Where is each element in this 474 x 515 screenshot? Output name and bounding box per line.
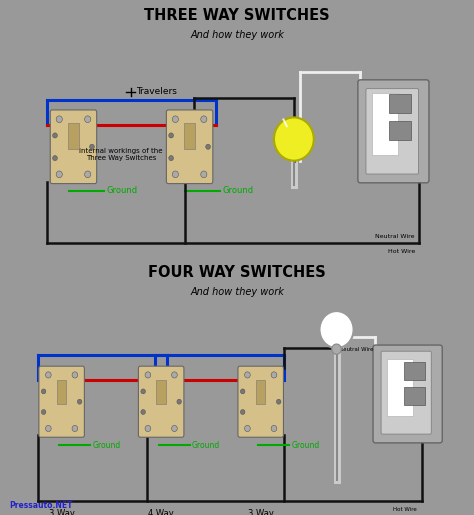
Circle shape xyxy=(56,171,63,178)
Bar xyxy=(57,380,66,404)
Text: 3 Way: 3 Way xyxy=(248,509,273,515)
FancyBboxPatch shape xyxy=(50,110,97,184)
FancyBboxPatch shape xyxy=(138,366,184,437)
Text: Ground: Ground xyxy=(223,186,254,195)
Circle shape xyxy=(72,425,78,432)
Circle shape xyxy=(41,409,46,415)
Circle shape xyxy=(84,171,91,178)
FancyBboxPatch shape xyxy=(238,366,283,437)
Text: And how they work: And how they work xyxy=(190,30,284,40)
Bar xyxy=(372,93,398,154)
Text: 3 Way: 3 Way xyxy=(49,509,74,515)
Bar xyxy=(156,380,166,404)
Circle shape xyxy=(72,372,78,378)
Circle shape xyxy=(56,116,63,123)
Text: Ground: Ground xyxy=(107,186,138,195)
Circle shape xyxy=(90,144,94,149)
Circle shape xyxy=(240,409,245,415)
Text: And how they work: And how they work xyxy=(190,287,284,297)
Circle shape xyxy=(201,116,207,123)
Circle shape xyxy=(141,409,146,415)
Bar xyxy=(68,123,79,149)
FancyBboxPatch shape xyxy=(166,110,213,184)
Bar xyxy=(389,94,411,113)
Circle shape xyxy=(46,425,51,432)
Circle shape xyxy=(169,156,173,161)
Circle shape xyxy=(145,425,151,432)
FancyBboxPatch shape xyxy=(358,80,429,183)
Circle shape xyxy=(245,372,250,378)
Circle shape xyxy=(145,372,151,378)
Bar xyxy=(389,121,411,140)
Text: Neutral Wire: Neutral Wire xyxy=(338,347,373,352)
Text: Travelers: Travelers xyxy=(137,87,177,96)
Bar xyxy=(387,359,413,416)
Bar xyxy=(404,362,425,380)
Circle shape xyxy=(173,116,178,123)
FancyBboxPatch shape xyxy=(366,89,419,174)
Circle shape xyxy=(46,372,51,378)
Text: Hot Wire: Hot Wire xyxy=(393,507,417,512)
FancyBboxPatch shape xyxy=(39,366,84,437)
Circle shape xyxy=(169,133,173,138)
Circle shape xyxy=(177,399,182,404)
Circle shape xyxy=(77,399,82,404)
Circle shape xyxy=(201,171,207,178)
Text: Internal workings of the
Three Way Switches: Internal workings of the Three Way Switc… xyxy=(79,148,163,161)
Text: Hot Wire: Hot Wire xyxy=(388,249,415,254)
Circle shape xyxy=(173,171,178,178)
Circle shape xyxy=(332,344,341,354)
Text: FOUR WAY SWITCHES: FOUR WAY SWITCHES xyxy=(148,265,326,280)
Circle shape xyxy=(319,311,354,348)
Text: 4 Way: 4 Way xyxy=(148,509,174,515)
Circle shape xyxy=(206,144,210,149)
Circle shape xyxy=(240,389,245,394)
Text: THREE WAY SWITCHES: THREE WAY SWITCHES xyxy=(144,8,330,23)
FancyBboxPatch shape xyxy=(373,345,442,443)
Circle shape xyxy=(274,117,314,161)
Circle shape xyxy=(53,156,57,161)
Text: Ground: Ground xyxy=(292,441,320,450)
Circle shape xyxy=(271,372,277,378)
Circle shape xyxy=(41,389,46,394)
Circle shape xyxy=(84,116,91,123)
Circle shape xyxy=(245,425,250,432)
Circle shape xyxy=(271,425,277,432)
Bar xyxy=(256,380,265,404)
Bar xyxy=(184,123,195,149)
Bar xyxy=(404,387,425,405)
Text: Ground: Ground xyxy=(92,441,121,450)
FancyBboxPatch shape xyxy=(381,351,431,434)
Circle shape xyxy=(276,399,281,404)
Text: Neutral Wire: Neutral Wire xyxy=(375,234,415,239)
Circle shape xyxy=(141,389,146,394)
Circle shape xyxy=(53,133,57,138)
Circle shape xyxy=(172,372,177,378)
Text: Ground: Ground xyxy=(192,441,220,450)
Circle shape xyxy=(172,425,177,432)
Text: Pressauto.NET: Pressauto.NET xyxy=(9,501,73,510)
